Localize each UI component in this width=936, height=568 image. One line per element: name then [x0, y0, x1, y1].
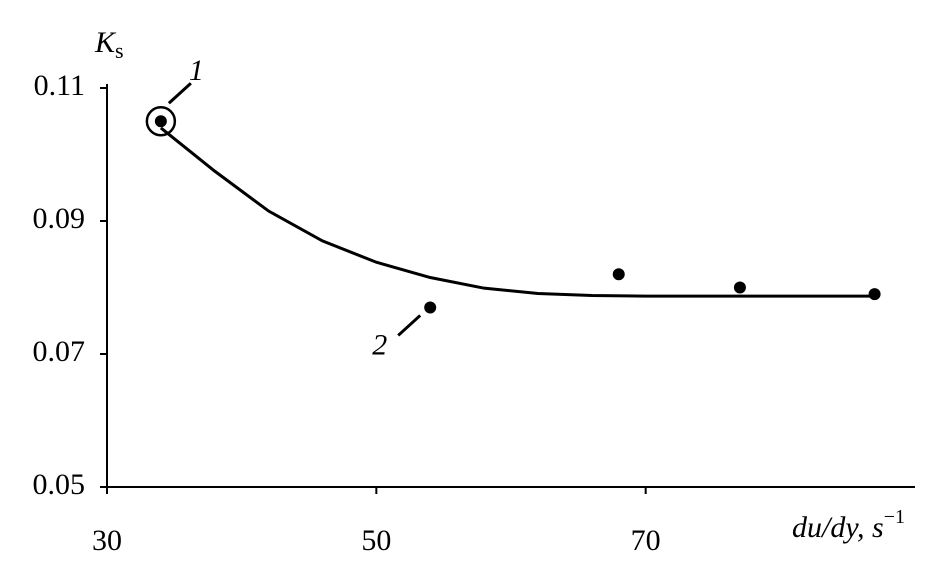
- x-axis-label: du/dy, s−1: [792, 506, 905, 544]
- point: [868, 288, 881, 301]
- annotation: 1: [189, 54, 204, 87]
- point: [424, 301, 437, 314]
- highlight-ring: [145, 106, 177, 137]
- y-tick-label: 0.05: [33, 468, 86, 501]
- point: [154, 115, 167, 128]
- x-tick-label: 50: [361, 524, 391, 557]
- leader-line: [167, 82, 192, 105]
- fit-curve: [159, 126, 875, 298]
- y-tick-label: 0.07: [33, 335, 86, 368]
- annotation: 2: [372, 328, 387, 361]
- leader-line: [397, 314, 422, 337]
- y-tick-label: 0.09: [33, 202, 86, 235]
- y-axis-label: Ks: [94, 26, 124, 63]
- point: [733, 281, 746, 294]
- x-tick-label: 70: [631, 524, 661, 557]
- y-tick-label: 0.11: [34, 69, 85, 102]
- x-tick-label: 30: [92, 524, 122, 557]
- point: [612, 268, 625, 281]
